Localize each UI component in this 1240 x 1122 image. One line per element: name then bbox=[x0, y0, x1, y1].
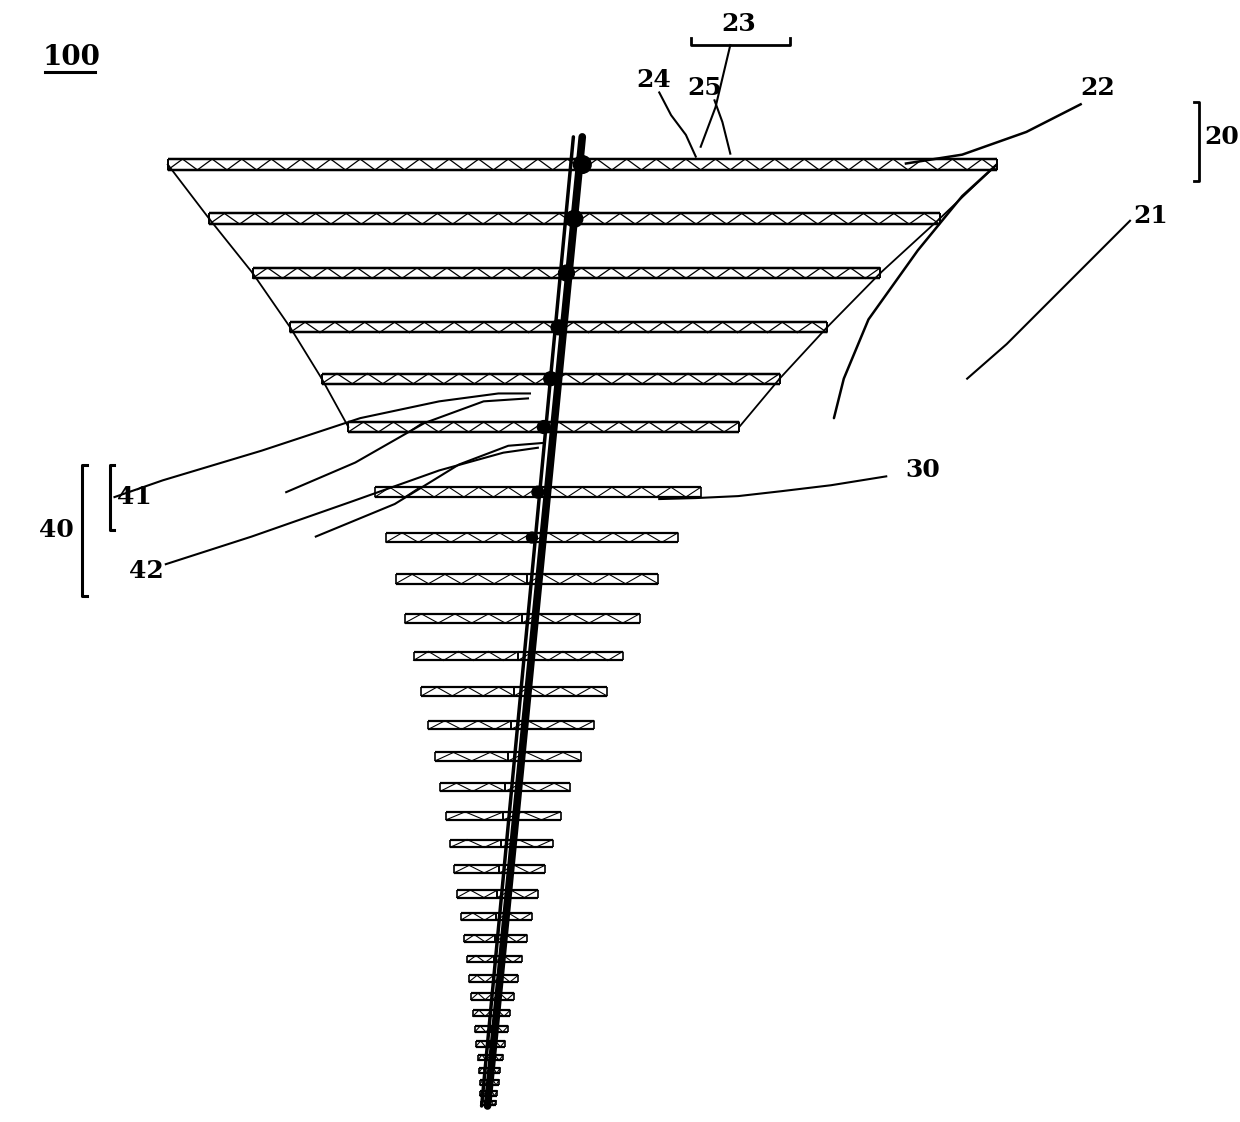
Text: 42: 42 bbox=[129, 559, 164, 583]
Text: 25: 25 bbox=[687, 75, 722, 100]
Text: 30: 30 bbox=[905, 459, 940, 482]
Circle shape bbox=[558, 265, 574, 280]
Text: 23: 23 bbox=[720, 12, 755, 36]
Text: 41: 41 bbox=[118, 485, 153, 509]
Circle shape bbox=[565, 211, 583, 227]
Circle shape bbox=[537, 421, 551, 433]
Text: 24: 24 bbox=[636, 67, 671, 92]
Text: 21: 21 bbox=[1133, 204, 1168, 228]
Circle shape bbox=[532, 486, 544, 498]
Circle shape bbox=[573, 156, 591, 174]
Circle shape bbox=[544, 371, 558, 386]
Circle shape bbox=[552, 320, 565, 334]
Text: 40: 40 bbox=[40, 518, 74, 542]
Circle shape bbox=[527, 532, 537, 543]
Text: 100: 100 bbox=[42, 45, 100, 72]
Text: 20: 20 bbox=[1204, 125, 1239, 149]
Text: 22: 22 bbox=[1080, 75, 1115, 100]
